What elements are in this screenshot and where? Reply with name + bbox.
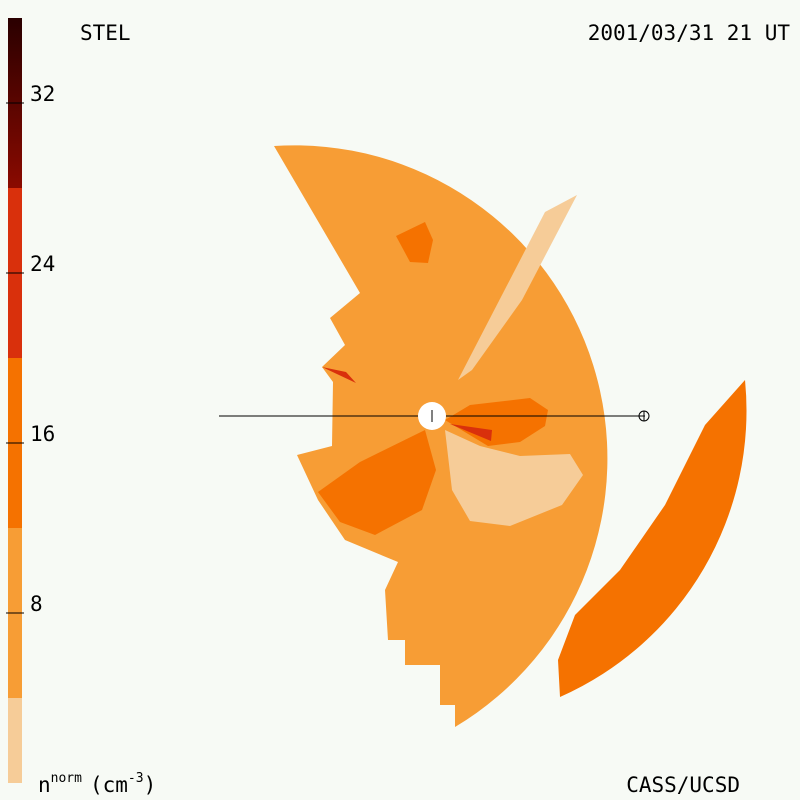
colorbar-label: nnorm (cm-3) [38,771,156,797]
unit-sup: -3 [128,771,144,786]
sparse-region [458,195,577,380]
dense-region [445,398,548,446]
dense-region [318,430,436,535]
quantity: n [38,773,51,797]
colorbar-band [8,698,22,783]
sparse-region [445,430,583,526]
dense-region [396,222,433,263]
colorbar-tick-label: 16 [30,422,55,446]
unit-close: ) [144,773,157,797]
colorbar: 8 16 24 32 [6,18,55,783]
colorbar-tick-label: 8 [30,592,43,616]
dense-region [322,367,356,383]
colorbar-tick-label: 32 [30,82,55,106]
timestamp: 2001/03/31 21 UT [588,21,791,45]
dense-region [558,380,747,697]
instrument-label: STEL [80,21,131,45]
credit: CASS/UCSD [626,773,740,797]
density-map [219,145,747,727]
quantity-sup: norm [51,771,82,786]
unit: (cm [90,773,128,797]
dense-region [450,424,492,441]
colorbar-tick-label: 24 [30,252,55,276]
